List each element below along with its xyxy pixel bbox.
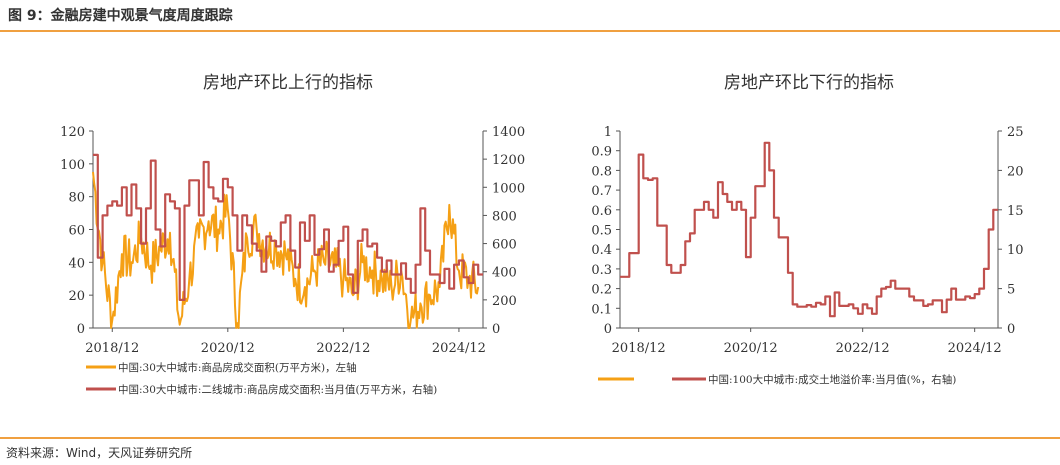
x-tick-label: 2022/12 [836,341,890,356]
right-tick-label: 1000 [492,181,525,196]
chart-title: 房地产环比下行的指标 [724,73,894,93]
chart-left: 房地产环比上行的指标020406080100120020040060080010… [60,73,525,396]
left-tick-label: 0.9 [591,145,612,160]
right-tick-label: 10 [1007,243,1024,258]
series-line-1 [93,153,483,301]
x-tick-label: 2024/12 [948,341,1002,356]
left-tick-label: 0.7 [591,184,612,199]
left-tick-label: 0.3 [591,263,612,278]
x-tick-label: 2018/12 [612,341,666,356]
right-tick-label: 0 [492,322,500,337]
right-tick-label: 25 [1007,125,1024,140]
x-tick-label: 2022/12 [316,341,370,356]
x-tick-label: 2024/12 [432,341,486,356]
right-tick-label: 600 [492,238,517,253]
left-tick-label: 20 [68,289,85,304]
right-tick-label: 200 [492,294,517,309]
left-tick-label: 60 [68,224,85,239]
right-tick-label: 20 [1007,164,1024,179]
top-rule [0,30,1060,32]
right-tick-label: 5 [1007,283,1015,298]
left-tick-label: 0 [604,322,612,337]
left-tick-label: 100 [60,158,85,173]
left-tick-label: 0 [77,322,85,337]
left-tick-label: 0.8 [591,164,612,179]
right-tick-label: 1400 [492,125,525,140]
left-tick-label: 80 [68,191,85,206]
source-note: 资料来源：Wind，天风证券研究所 [6,446,193,460]
legend-label: 中国:100大中城市:成交土地溢价率:当月值(%，右轴) [708,373,956,386]
right-tick-label: 400 [492,266,517,281]
chart-right: 房地产环比下行的指标00.10.20.30.40.50.60.70.80.910… [591,73,1023,386]
x-tick-label: 2020/12 [201,341,255,356]
chart-title: 房地产环比上行的指标 [203,73,373,93]
x-tick-label: 2018/12 [85,341,139,356]
legend-label: 中国:30大中城市:商品房成交面积(万平方米)，左轴 [118,361,357,374]
right-tick-label: 1200 [492,153,525,168]
legend-label: 中国:30大中城市:二线城市:商品房成交面积:当月值(万平方米，右轴) [118,383,437,396]
left-tick-label: 40 [68,256,85,271]
left-tick-label: 0.5 [591,224,612,239]
left-tick-label: 0.4 [591,243,612,258]
figure-title: 图 9：金融房建中观景气度周度跟踪 [8,8,233,24]
left-tick-label: 0.6 [591,204,612,219]
x-tick-label: 2020/12 [724,341,778,356]
left-tick-label: 1 [604,125,612,140]
series-line-0 [92,171,480,329]
right-tick-label: 0 [1007,322,1015,337]
left-tick-label: 0.2 [591,283,612,298]
right-tick-label: 800 [492,209,517,224]
left-tick-label: 0.1 [591,302,612,317]
bottom-rule [0,437,1060,439]
series-line-1 [620,141,998,318]
left-tick-label: 120 [60,125,85,140]
right-tick-label: 15 [1007,204,1024,219]
